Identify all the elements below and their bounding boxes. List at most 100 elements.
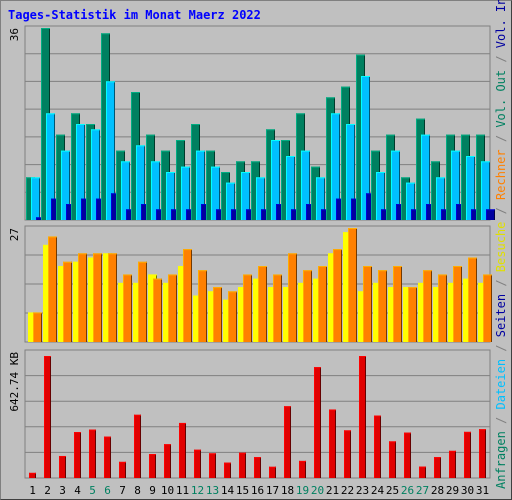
panel-volume-max-label: 642.74 KB [8,352,21,412]
chart-title: Tages-Statistik im Monat Maerz 2022 [8,8,261,22]
bar-rechner-day-26 [408,287,417,342]
day-label-1: 1 [29,484,36,497]
day-label-29: 29 [446,484,459,497]
bar-rechner-day-5 [93,253,102,342]
day-label-8: 8 [134,484,141,497]
legend-part-12: Vol. In [494,0,508,48]
bar-rechner-day-9 [153,278,162,342]
day-label-13: 13 [206,484,219,497]
legend-part-10: Vol. Out [494,70,508,128]
bar-volumen-day-25 [389,441,396,478]
day-label-5: 5 [89,484,96,497]
legend-part-6: Besuche [494,222,508,273]
bar-rechner-day-10 [168,274,177,342]
legend-part-0: Anfragen [494,431,508,489]
bar-volumen-day-23 [359,356,366,478]
day-label-6: 6 [104,484,111,497]
panel-visits-max-label: 27 [8,228,21,241]
legend-part-9: / [494,128,508,150]
bar-volumen-day-24 [374,415,381,478]
bar-volumen-day-2 [44,356,51,478]
bar-rechner-day-25 [393,266,402,342]
legend-part-2: Dateien [494,359,508,410]
legend-part-1: / [494,410,508,432]
bar-rechner-day-17 [273,274,282,342]
panel-hits-max-label: 36 [8,28,21,41]
day-label-10: 10 [161,484,174,497]
bar-seiten-day-31 [486,209,495,220]
bar-volumen-day-18 [284,406,291,478]
day-label-16: 16 [251,484,264,497]
bar-volumen-day-8 [134,414,141,478]
bar-volumen-day-26 [404,432,411,478]
bar-rechner-day-29 [453,266,462,342]
day-label-30: 30 [461,484,474,497]
day-label-14: 14 [221,484,235,497]
legend-part-7: / [494,200,508,222]
bar-volumen-day-5 [89,429,96,478]
bar-rechner-day-3 [63,261,72,342]
bar-volumen-day-16 [254,457,261,478]
bar-rechner-day-15 [243,274,252,342]
day-label-20: 20 [311,484,324,497]
bar-volumen-day-6 [104,436,111,478]
day-label-27: 27 [416,484,429,497]
legend-part-3: / [494,337,508,359]
bar-volumen-day-15 [239,452,246,478]
day-label-17: 17 [266,484,279,497]
bar-rechner-day-24 [378,270,387,342]
bar-volumen-day-28 [434,457,441,478]
bar-rechner-day-12 [198,270,207,342]
bar-volumen-day-27 [419,466,426,478]
bar-rechner-day-30 [468,257,477,342]
day-label-12: 12 [191,484,204,497]
day-label-25: 25 [386,484,399,497]
bar-volumen-day-11 [179,422,186,478]
bar-rechner-day-21 [333,249,342,342]
day-label-24: 24 [371,484,385,497]
bar-rechner-day-23 [363,266,372,342]
bar-volumen-day-13 [209,453,216,478]
legend-part-4: Seiten [494,294,508,337]
bar-rechner-day-4 [78,253,87,342]
bar-volumen-day-4 [74,432,81,478]
bar-rechner-day-7 [123,274,132,342]
bar-volumen-day-14 [224,462,231,478]
bar-volumen-day-3 [59,455,66,478]
bar-volumen-day-21 [329,409,336,478]
day-label-4: 4 [74,484,81,497]
day-label-3: 3 [59,484,66,497]
bar-rechner-day-16 [258,266,267,342]
bar-dateien-day-1 [31,177,40,220]
bar-rechner-day-13 [213,287,222,342]
bar-volumen-day-20 [314,367,321,478]
bar-volumen-day-17 [269,466,276,478]
day-label-15: 15 [236,484,249,497]
bar-rechner-day-22 [348,228,357,342]
bar-rechner-day-31 [483,274,492,342]
bar-rechner-day-6 [108,253,117,342]
bar-rechner-day-14 [228,291,237,342]
bar-volumen-day-22 [344,430,351,478]
day-label-11: 11 [176,484,189,497]
legend-right: Anfragen / Dateien / Seiten / Besuche / … [494,0,508,489]
bar-volumen-day-12 [194,449,201,478]
bar-volumen-day-30 [464,431,471,478]
bar-rechner-day-20 [318,266,327,342]
day-label-23: 23 [356,484,369,497]
day-label-7: 7 [119,484,126,497]
bar-rechner-day-8 [138,261,147,342]
legend-part-11: / [494,48,508,70]
day-label-21: 21 [326,484,339,497]
panel-volume [24,349,491,479]
day-label-28: 28 [431,484,444,497]
day-label-22: 22 [341,484,354,497]
bar-rechner-day-18 [288,253,297,342]
legend-part-5: / [494,272,508,294]
bar-volumen-day-29 [449,450,456,478]
bar-rechner-day-1 [33,312,42,342]
day-label-9: 9 [149,484,156,497]
legend-part-8: Rechner [494,149,508,200]
bar-volumen-day-10 [164,444,171,478]
